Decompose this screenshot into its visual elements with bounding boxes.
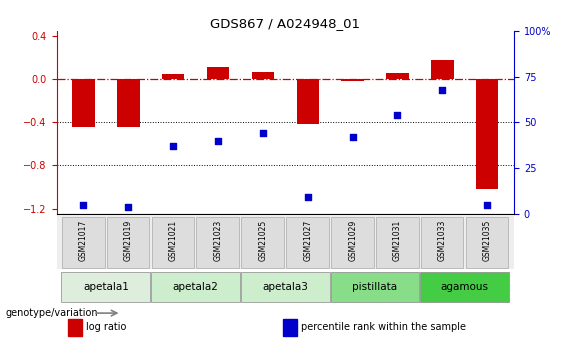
Title: GDS867 / A024948_01: GDS867 / A024948_01: [210, 17, 360, 30]
Bar: [68, 319, 82, 336]
Text: GSM21017: GSM21017: [79, 220, 88, 261]
FancyBboxPatch shape: [151, 272, 240, 302]
Point: [258, 131, 267, 136]
Point: [348, 134, 357, 140]
Point: [393, 112, 402, 118]
Bar: [282, 319, 297, 336]
Point: [168, 144, 177, 149]
Text: GSM21031: GSM21031: [393, 220, 402, 261]
Text: apetala3: apetala3: [262, 282, 308, 292]
Text: pistillata: pistillata: [353, 282, 398, 292]
FancyBboxPatch shape: [331, 272, 419, 302]
Point: [483, 202, 492, 207]
Bar: [297, 79, 319, 124]
Text: GSM21033: GSM21033: [438, 220, 447, 261]
Text: GSM21023: GSM21023: [214, 220, 223, 261]
FancyBboxPatch shape: [420, 272, 509, 302]
Bar: [476, 79, 498, 189]
Bar: [162, 74, 184, 79]
FancyBboxPatch shape: [286, 217, 329, 268]
FancyBboxPatch shape: [376, 217, 419, 268]
Point: [303, 195, 312, 200]
Bar: [341, 79, 364, 80]
FancyBboxPatch shape: [197, 217, 239, 268]
Text: GSM21027: GSM21027: [303, 220, 312, 261]
FancyBboxPatch shape: [107, 217, 149, 268]
Text: apetala1: apetala1: [83, 282, 129, 292]
FancyBboxPatch shape: [62, 272, 150, 302]
Text: GSM21021: GSM21021: [169, 220, 177, 261]
FancyBboxPatch shape: [421, 217, 463, 268]
Text: percentile rank within the sample: percentile rank within the sample: [301, 322, 466, 332]
Text: GSM21035: GSM21035: [483, 220, 492, 261]
Bar: [251, 72, 274, 79]
FancyBboxPatch shape: [151, 217, 194, 268]
Bar: [386, 73, 408, 79]
FancyBboxPatch shape: [331, 217, 373, 268]
Point: [214, 138, 223, 144]
Bar: [207, 67, 229, 79]
Text: GSM21025: GSM21025: [258, 220, 267, 261]
Bar: [72, 79, 95, 127]
FancyBboxPatch shape: [241, 217, 284, 268]
Text: apetala2: apetala2: [173, 282, 219, 292]
Bar: [117, 79, 140, 127]
FancyBboxPatch shape: [466, 217, 509, 268]
Text: log ratio: log ratio: [86, 322, 126, 332]
FancyBboxPatch shape: [241, 272, 330, 302]
Text: GSM21019: GSM21019: [124, 220, 133, 261]
Point: [124, 204, 133, 209]
Text: GSM21029: GSM21029: [348, 220, 357, 261]
Text: agamous: agamous: [441, 282, 489, 292]
Text: genotype/variation: genotype/variation: [6, 308, 98, 318]
Point: [79, 202, 88, 207]
Point: [438, 87, 447, 92]
Bar: [431, 60, 454, 79]
FancyBboxPatch shape: [62, 217, 105, 268]
